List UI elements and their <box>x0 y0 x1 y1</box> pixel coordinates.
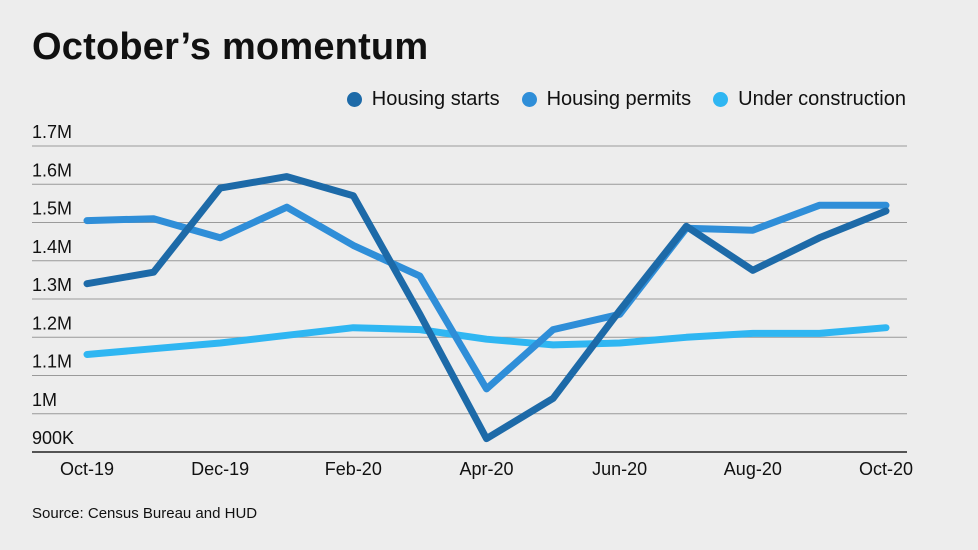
legend: Housing starts Housing permits Under con… <box>346 88 906 111</box>
source-note: Source: Census Bureau and HUD <box>32 505 258 522</box>
legend-label-under-construction: Under construction <box>738 88 906 110</box>
x-tick-label: Oct-19 <box>60 459 114 479</box>
legend-item-housing-permits: Housing permits <box>521 88 692 111</box>
legend-label-housing-starts: Housing starts <box>371 88 500 110</box>
series-lines <box>83 173 890 443</box>
legend-marker-housing-permits <box>521 92 537 107</box>
y-axis-labels: 900K 1M 1.1M 1.2M 1.3M 1.4M 1.5M 1.6M 1.7M <box>32 122 74 448</box>
y-tick-label: 1.2M <box>32 313 72 333</box>
series-line-under-construction <box>83 324 890 358</box>
legend-item-under-construction: Under construction <box>713 88 906 111</box>
x-tick-label: Dec-19 <box>191 459 249 479</box>
x-tick-label: Jun-20 <box>592 459 647 479</box>
legend-label-housing-permits: Housing permits <box>546 88 692 110</box>
x-axis-labels: Oct-19 Dec-19 Feb-20 Apr-20 Jun-20 Aug-20 Oct-… <box>60 459 913 479</box>
legend-marker-housing-starts <box>346 92 362 107</box>
y-tick-label: 1.4M <box>32 237 72 257</box>
x-tick-label: Oct-20 <box>859 459 913 479</box>
y-tick-label: 1.6M <box>32 160 72 180</box>
y-tick-label: 900K <box>32 428 74 448</box>
legend-marker-under-construction <box>713 92 729 107</box>
y-tick-label: 1.3M <box>32 275 72 295</box>
y-tick-label: 1.5M <box>32 199 72 219</box>
chart-title: October’s momentum <box>32 26 429 68</box>
x-tick-label: Feb-20 <box>325 459 382 479</box>
legend-item-housing-starts: Housing starts <box>346 88 500 111</box>
series-line-housing-permits <box>83 201 890 393</box>
y-tick-label: 1.7M <box>32 122 72 142</box>
y-tick-label: 1.1M <box>32 352 72 372</box>
y-tick-label: 1M <box>32 390 57 410</box>
x-tick-label: Aug-20 <box>724 459 782 479</box>
series-line-housing-starts <box>83 173 890 443</box>
x-tick-label: Apr-20 <box>459 459 513 479</box>
